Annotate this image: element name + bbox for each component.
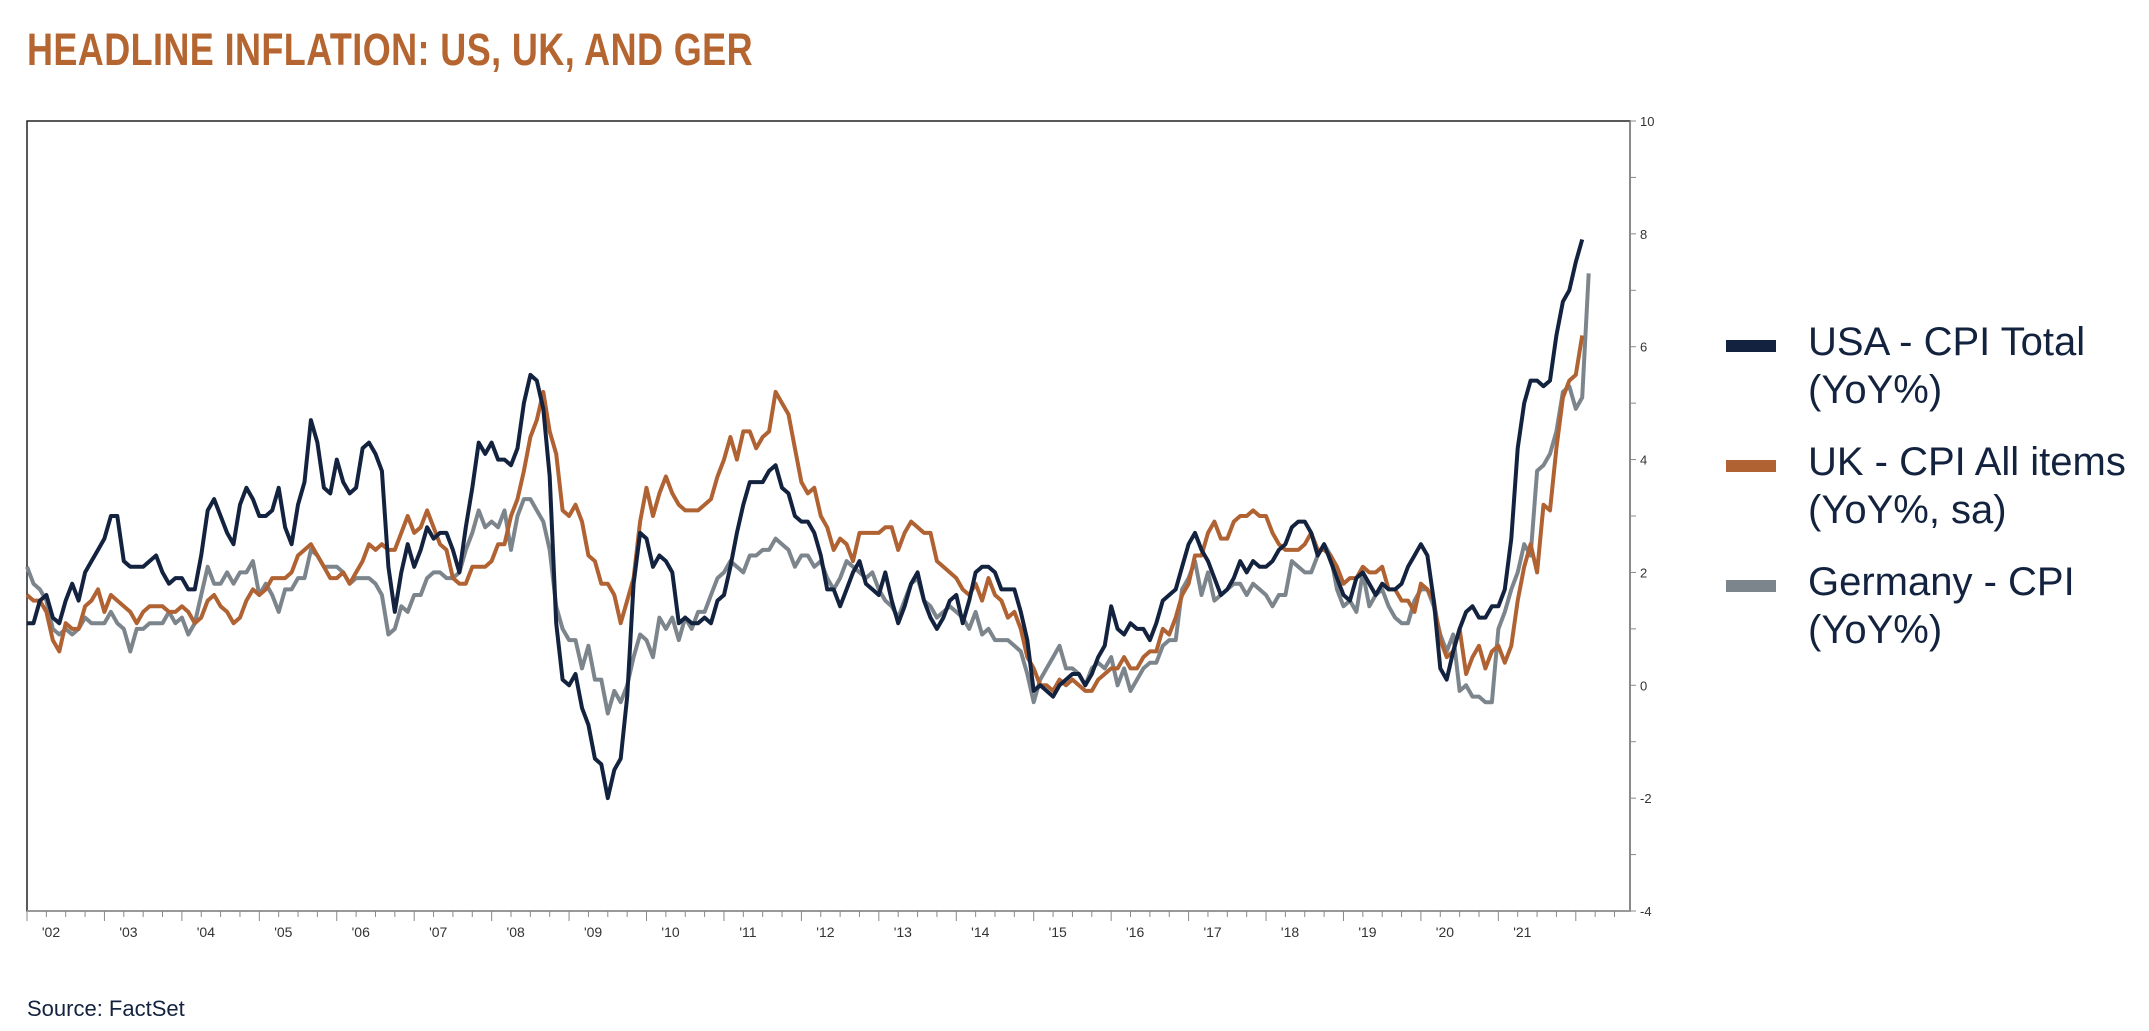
x-tick-label: '05 (274, 924, 292, 940)
legend-label-line: Germany - CPI (1808, 560, 2075, 604)
y-tick-label: -4 (1640, 904, 1652, 919)
x-tick-label: '11 (739, 924, 756, 940)
chart-title: HEADLINE INFLATION: US, UK, AND GER (27, 24, 753, 75)
x-tick-label: '06 (352, 924, 370, 940)
x-tick-label: '02 (42, 924, 60, 940)
legend-swatch-usa (1726, 340, 1776, 352)
series-line-usa (27, 238, 1585, 801)
legend-label-line: (YoY%) (1808, 608, 1943, 652)
x-tick-label: '14 (971, 924, 989, 940)
x-tick-label: '16 (1126, 924, 1144, 940)
x-tick-label: '03 (119, 924, 137, 940)
x-tick-label: '04 (197, 924, 215, 940)
legend-swatch-germany (1726, 580, 1776, 592)
legend-label-uk: UK - CPI All items (YoY%, sa) (1808, 438, 2148, 534)
y-tick-label: 0 (1640, 678, 1647, 693)
y-tick-label: 4 (1640, 453, 1647, 468)
legend-label-line: (YoY%, sa) (1808, 488, 2007, 532)
x-tick-label: '21 (1513, 924, 1531, 940)
y-tick-label: 10 (1640, 114, 1654, 129)
x-tick-label: '20 (1436, 924, 1454, 940)
legend-label-line: USA - CPI Total (1808, 320, 2086, 364)
x-tick-label: '12 (816, 924, 834, 940)
x-tick-label: '10 (661, 924, 679, 940)
y-tick-label: 8 (1640, 227, 1647, 242)
x-tick-label: '18 (1281, 924, 1299, 940)
legend-label-usa: USA - CPI Total (YoY%) (1808, 318, 2148, 414)
x-tick-label: '17 (1203, 924, 1221, 940)
x-tick-label: '09 (584, 924, 602, 940)
x-tick-label: '08 (507, 924, 525, 940)
x-tick-label: '19 (1358, 924, 1376, 940)
source-note: Source: FactSet (27, 996, 185, 1021)
tick-labels: -4 -2 0 2 4 6 8 10 '02 '03 '04 '05 '06 '07 '08 '09 '10 '1… (42, 114, 1655, 940)
legend-label-line: (YoY%) (1808, 368, 1943, 412)
y-tick-label: 2 (1640, 565, 1647, 580)
x-tick-label: '07 (429, 924, 447, 940)
legend-label-germany: Germany - CPI (YoY%) (1808, 558, 2148, 654)
axes (26, 120, 1636, 921)
legend-swatch-uk (1726, 460, 1776, 472)
y-tick-label: -2 (1640, 791, 1652, 806)
x-tick-label: '13 (894, 924, 912, 940)
legend-label-line: UK - CPI All items (1808, 440, 2126, 484)
x-tick-label: '15 (1049, 924, 1067, 940)
series-lines (25, 238, 1591, 801)
y-tick-label: 6 (1640, 340, 1647, 355)
